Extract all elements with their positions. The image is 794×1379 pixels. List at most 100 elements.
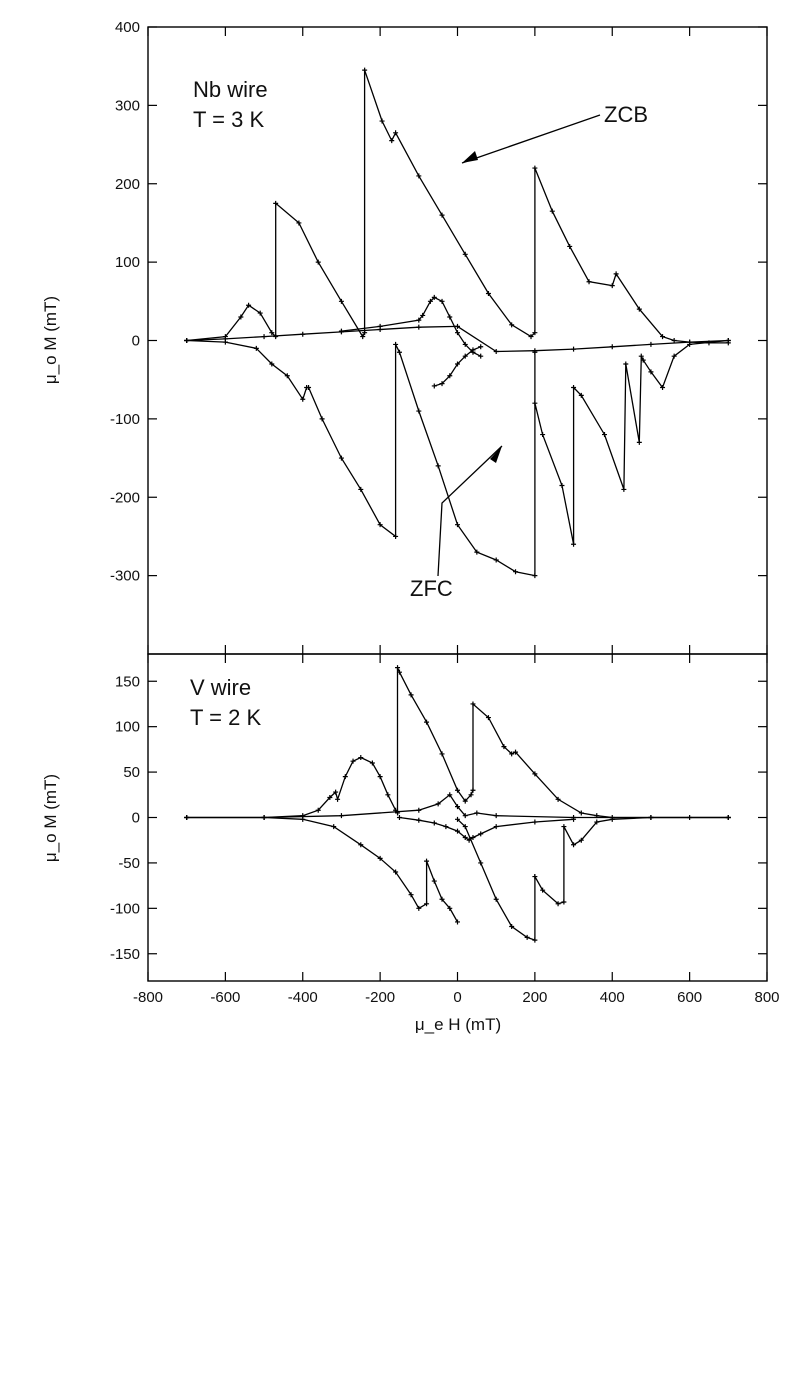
top-series-0-point — [528, 334, 534, 340]
top-series-0-point — [389, 138, 395, 144]
top-series-line-3 — [341, 296, 481, 357]
bottom-series-0-point — [424, 719, 430, 725]
top-ytick-label: -200 — [110, 489, 140, 506]
top-ytick-label: 0 — [132, 333, 140, 350]
top-series-3-point — [455, 330, 460, 336]
top-series-1-point — [455, 323, 460, 329]
xtick-label: -200 — [365, 989, 395, 1006]
top-series-1-point — [571, 346, 577, 352]
top-series-0-point — [549, 208, 555, 214]
bottom-series-line-0 — [186, 667, 729, 819]
bottom-series-2-point — [439, 896, 445, 902]
top-axis-ticks: -300 -200 -100 0 100 200 300 400 — [110, 19, 768, 654]
top-series-2-point — [284, 373, 290, 379]
bottom-series-0-point — [315, 807, 321, 813]
top-series-4-point — [470, 347, 476, 353]
top-series-0-point — [609, 283, 615, 289]
top-series-0-point — [532, 330, 538, 336]
top-series-0-point — [379, 118, 385, 124]
bottom-series-3-point — [609, 816, 615, 822]
bottom-series-2-point — [184, 815, 190, 820]
top-series-2-point — [532, 573, 538, 579]
bottom-series-line-3 — [457, 816, 729, 942]
top-series-2-point — [319, 416, 325, 422]
top-series-0-point — [416, 173, 422, 179]
bottom-series-2-point — [447, 905, 453, 911]
top-series-0-point — [269, 330, 275, 336]
bottom-series-0-point — [342, 774, 348, 780]
bottom-series-2-point — [424, 858, 430, 864]
bottom-series-3-point — [532, 937, 538, 943]
top-series-0-point — [315, 259, 321, 265]
top-series-2-point — [493, 557, 499, 563]
xtick-label: -600 — [210, 989, 240, 1006]
top-panel-nb-wire: -300 -200 -100 0 100 200 300 400 Nb wire T = 3 … — [41, 19, 768, 655]
bottom-series-0-point — [555, 796, 561, 802]
top-series-2-point — [571, 541, 577, 547]
bottom-series-1-point — [455, 804, 460, 810]
bottom-series-0-point — [327, 795, 333, 801]
bottom-series-2-point — [455, 919, 460, 925]
top-ytick-label: -300 — [110, 568, 140, 585]
top-ytick-label: 400 — [115, 19, 140, 36]
top-series-2-point — [393, 341, 399, 347]
top-series-2-point — [253, 345, 259, 351]
bottom-series-2-point — [393, 869, 399, 875]
bottom-series-0-point — [509, 751, 515, 757]
top-series-2-point — [636, 439, 642, 445]
bottom-series-0-point — [462, 798, 468, 804]
zcb-arrowhead — [462, 151, 478, 163]
bottom-series-2-point — [261, 815, 267, 820]
top-series-2-point — [660, 385, 666, 391]
x-axis-title: μ_e H (mT) — [415, 1015, 501, 1034]
top-series-2-point — [513, 569, 519, 575]
bottom-series-4-point — [532, 819, 538, 825]
bottom-annotation-line-2: T = 2 K — [190, 705, 261, 730]
bottom-series-1-point — [474, 810, 480, 816]
top-series-0-point — [238, 314, 244, 320]
top-ytick-label: 100 — [115, 254, 140, 271]
top-series-0-point — [485, 290, 491, 296]
bottom-ytick-label: -50 — [118, 855, 140, 872]
top-series-2-point — [435, 463, 441, 469]
bottom-data-series — [184, 665, 731, 943]
top-series-2-point — [222, 339, 228, 345]
top-series-3-point — [427, 298, 433, 304]
top-series-2-point — [455, 522, 460, 528]
bottom-ytick-label: -100 — [110, 900, 140, 917]
bottom-series-2-point — [424, 901, 430, 907]
bottom-series-3-point — [509, 924, 515, 929]
top-series-0-point — [246, 302, 252, 308]
bottom-series-4-point — [416, 817, 422, 823]
top-series-3-point — [439, 298, 445, 304]
top-series-0-point — [296, 220, 302, 226]
bottom-series-1-point — [462, 813, 468, 819]
bottom-series-3-point — [648, 815, 654, 820]
top-series-2-point — [269, 361, 275, 367]
top-series-4-point — [431, 383, 437, 389]
bottom-series-2-point — [377, 855, 383, 861]
top-series-2-point — [540, 432, 546, 438]
top-series-2-point — [559, 482, 565, 488]
bottom-series-3-point — [594, 819, 600, 825]
bottom-series-0-point — [470, 701, 476, 707]
top-series-3-point — [462, 341, 468, 347]
bottom-series-0-point — [578, 810, 584, 816]
top-series-1-point — [261, 334, 267, 340]
bottom-series-0-point — [513, 749, 519, 755]
bottom-series-0-point — [532, 771, 538, 777]
bottom-series-line-4 — [399, 816, 574, 841]
top-series-0-point — [462, 251, 468, 257]
bottom-series-1-point — [493, 813, 499, 819]
top-series-2-point — [640, 357, 646, 363]
bottom-series-0-point — [396, 669, 402, 675]
bottom-series-0-point — [455, 787, 460, 793]
bottom-series-0-point — [335, 796, 341, 802]
bottom-series-3-point — [478, 860, 484, 866]
top-series-2-point — [396, 349, 402, 355]
top-series-2-point — [532, 349, 538, 355]
bottom-series-1-point — [338, 813, 344, 819]
bottom-ytick-label: 100 — [115, 719, 140, 736]
xtick-label: 800 — [754, 989, 779, 1006]
zfc-arrow — [437, 445, 503, 577]
